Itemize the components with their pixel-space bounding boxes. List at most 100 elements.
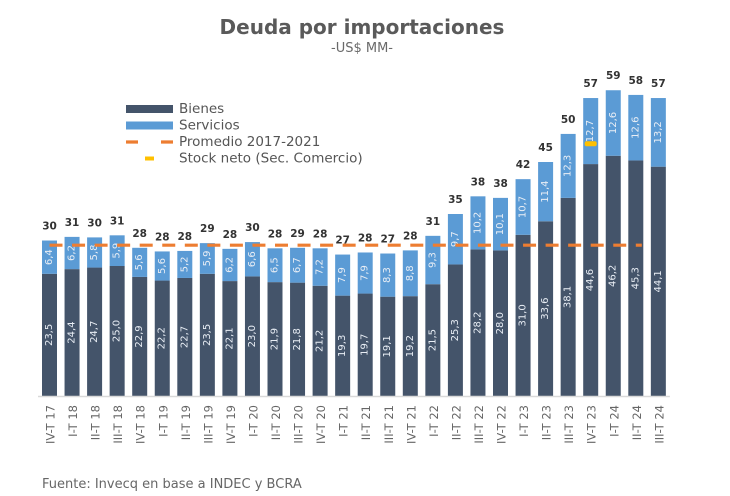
data-label-total: 31 (110, 215, 125, 227)
data-label-servicios: 6,4 (44, 249, 55, 265)
bar-servicios (402, 250, 418, 297)
bar-stack: 23,0 6,6 30 (244, 222, 260, 396)
bar-bienes (312, 285, 328, 396)
data-label-servicios: 10,1 (495, 213, 506, 235)
data-label-bienes: 21,2 (315, 330, 326, 352)
bar-stack: 25,0 5,9 31 (109, 215, 125, 396)
bars-group: 23,5 6,4 30 24,4 6,2 31 24,7 5,8 30 25,0 5,9 31 22,9… (42, 70, 666, 396)
x-tick-label: I-T 23 (517, 405, 531, 437)
x-tick-label: III-T 22 (472, 405, 486, 444)
bar-servicios (470, 196, 486, 250)
x-tick-label: II-T 18 (89, 405, 103, 440)
bar-servicios (583, 98, 599, 165)
bar-bienes (132, 276, 148, 396)
data-label-total: 28 (223, 229, 238, 241)
bar-stack: 46,2 12,6 59 (605, 70, 621, 396)
data-label-servicios: 5,9 (202, 251, 213, 267)
bar-servicios (493, 197, 508, 251)
data-label-bienes: 19,1 (382, 335, 393, 357)
data-label-servicios: 9,3 (427, 252, 438, 268)
data-label-servicios: 5,2 (179, 256, 190, 272)
bar-bienes (380, 296, 396, 396)
bar-stack: 22,2 5,6 28 (154, 231, 170, 396)
bar-bienes (42, 273, 57, 396)
data-label-total: 28 (358, 232, 373, 244)
bar-bienes (493, 250, 508, 396)
bar-stack: 22,7 5,2 28 (177, 231, 193, 396)
bar-bienes (64, 269, 80, 396)
data-label-bienes: 19,2 (405, 335, 416, 357)
legend-item: Servicios (126, 118, 240, 134)
bar-stack: 21,9 6,5 28 (267, 228, 283, 396)
bar-bienes (538, 221, 554, 396)
stock-neto-marker (584, 141, 597, 147)
bar-servicios (357, 252, 373, 294)
bar-stack: 45,3 12,6 58 (628, 75, 644, 396)
data-label-total: 57 (651, 78, 666, 90)
bar-bienes (177, 277, 193, 396)
bar-servicios (177, 250, 193, 278)
data-label-total: 29 (200, 223, 215, 235)
bar-servicios (605, 90, 621, 156)
data-label-total: 28 (155, 231, 170, 243)
bar-bienes (402, 296, 418, 396)
x-tick-label: I-T 18 (66, 405, 80, 437)
bar-servicios (244, 242, 260, 277)
data-label-servicios: 12,6 (630, 117, 641, 139)
data-label-bienes: 46,2 (608, 265, 619, 287)
data-label-servicios: 13,2 (653, 121, 664, 143)
data-label-bienes: 21,8 (292, 328, 303, 350)
bar-bienes (199, 273, 215, 396)
data-label-total: 38 (493, 178, 508, 190)
legend-label: Promedio 2017-2021 (179, 134, 320, 150)
data-label-total: 28 (403, 230, 418, 242)
bar-bienes (515, 234, 531, 396)
bar-bienes (335, 295, 351, 396)
data-label-servicios: 8,3 (382, 267, 393, 283)
data-label-servicios: 5,6 (134, 254, 145, 270)
data-label-total: 35 (448, 194, 463, 206)
x-tick-label: I-T 19 (156, 405, 170, 437)
legend-swatch (126, 105, 173, 113)
bar-stack: 44,1 13,2 57 (650, 78, 666, 396)
data-label-bienes: 22,7 (179, 326, 190, 348)
x-tick-label: IV-T 21 (404, 405, 418, 444)
bar-bienes (447, 264, 463, 396)
bar-stack: 19,2 8,8 28 (402, 230, 418, 396)
bar-stack: 21,8 6,7 29 (290, 228, 306, 396)
x-tick-label: IV-T 22 (495, 405, 509, 444)
x-tick-label: II-T 22 (449, 405, 463, 440)
bar-bienes (87, 267, 103, 396)
data-label-bienes: 44,6 (585, 269, 596, 291)
legend-marker-swatch (145, 156, 154, 161)
data-label-bienes: 31,0 (518, 304, 529, 326)
data-label-total: 38 (471, 176, 486, 188)
bar-stack: 25,3 9,7 35 (447, 194, 463, 396)
data-label-bienes: 23,0 (247, 325, 258, 347)
x-tick-label: I-T 21 (337, 405, 351, 437)
bar-servicios (425, 235, 441, 285)
data-label-total: 27 (380, 234, 395, 246)
bar-stack: 22,1 6,2 28 (222, 229, 238, 396)
x-tick-label: I-T 24 (607, 405, 621, 437)
data-label-total: 29 (290, 228, 305, 240)
data-label-servicios: 6,2 (67, 245, 78, 261)
data-label-total: 28 (177, 231, 192, 243)
data-label-bienes: 21,5 (427, 329, 438, 351)
data-label-bienes: 24,4 (67, 321, 78, 343)
data-label-servicios: 7,2 (315, 259, 326, 275)
data-label-servicios: 5,9 (112, 243, 123, 259)
x-tick-label: III-T 20 (292, 405, 306, 444)
bar-servicios (222, 248, 238, 282)
bar-servicios (267, 248, 283, 283)
x-tick-label: II-T 24 (630, 405, 644, 440)
x-tick-label: IV-T 17 (44, 405, 58, 444)
bar-bienes (357, 293, 373, 396)
data-label-bienes: 25,0 (112, 320, 123, 342)
data-label-total: 30 (245, 222, 260, 234)
data-label-total: 57 (583, 78, 598, 90)
data-label-servicios: 6,7 (292, 257, 303, 273)
data-label-bienes: 45,3 (630, 267, 641, 289)
legend-item: Promedio 2017-2021 (126, 134, 320, 150)
